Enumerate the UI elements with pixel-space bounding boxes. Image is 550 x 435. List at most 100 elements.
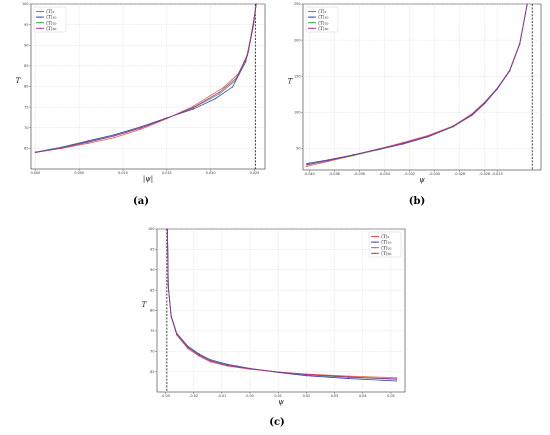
legend-box-a [33, 6, 67, 33]
data-point-b-3 [471, 113, 473, 115]
data-point-b-3 [402, 142, 404, 144]
y-tick-label-a: 90 [24, 43, 28, 47]
data-point-b-3 [352, 154, 354, 156]
data-point-a-0 [192, 105, 194, 107]
data-point-c-0 [348, 375, 350, 377]
caption-a: (a) [133, 196, 149, 207]
data-point-c-3 [170, 315, 172, 317]
data-point-a-3 [218, 91, 220, 93]
y-axis-label-a: T [16, 77, 22, 85]
data-point-c-3 [209, 360, 212, 362]
legend-marker-a-2 [39, 22, 41, 24]
data-point-a-3 [192, 106, 194, 109]
legend-label-c-0: ⟨T⟩₁ [381, 234, 390, 240]
x-tick-label-c: 0.05 [387, 394, 395, 398]
x-tick-label-b: -0.040 [304, 172, 315, 176]
data-point-c-3 [277, 371, 279, 373]
caption-c: (c) [269, 417, 285, 428]
data-point-c-3 [226, 364, 229, 367]
legend-label-c-3: ⟨T⟩₃₀ [381, 251, 391, 257]
legend-label-b-0: ⟨T⟩₁ [318, 9, 327, 15]
legend-box-c [368, 231, 402, 258]
caption-b: (b) [408, 196, 426, 207]
data-point-c-1 [226, 363, 229, 365]
y-tick-label-c: 85 [150, 288, 154, 292]
y-tick-label-a: 65 [24, 147, 28, 151]
data-point-a-3 [252, 25, 254, 27]
data-point-a-1 [192, 108, 194, 110]
y-tick-label-a: 85 [24, 64, 28, 68]
data-point-c-3 [395, 378, 398, 380]
data-point-c-3 [166, 228, 168, 230]
y-tick-label-a: 80 [24, 85, 28, 89]
chart-a-svg: 0.000 0.005 0.010 0.015 0.020 0.025 65 70 75 80 85… [16, 2, 266, 183]
data-point-a-1 [214, 98, 216, 100]
data-point-c-1 [395, 380, 398, 382]
data-point-b-3 [509, 69, 511, 71]
x-tick-label-b: -0.026 [479, 172, 490, 176]
data-point-a-3 [255, 3, 257, 5]
x-tick-label-a: 0.015 [162, 171, 172, 175]
legend-marker-b-0 [311, 10, 313, 13]
data-point-a-0 [140, 128, 142, 130]
legend-label-c-2: ⟨T⟩₂₀ [381, 245, 391, 251]
y-tick-label-b: 150 [294, 74, 300, 78]
legend-label-a-1: ⟨T⟩₁₀ [46, 15, 56, 21]
data-point-a-2 [234, 80, 236, 82]
data-point-a-3 [34, 151, 36, 154]
legend-marker-b-2 [311, 22, 313, 24]
data-point-b-3 [519, 43, 521, 45]
x-tick-label-a: 0.000 [31, 171, 41, 175]
data-point-a-3 [61, 147, 63, 149]
data-point-b-3 [427, 135, 429, 137]
data-point-b-3 [452, 125, 454, 127]
y-tick-label-b: 50 [296, 147, 300, 151]
data-point-a-3 [235, 77, 237, 79]
data-point-a-3 [166, 117, 168, 119]
legend-label-c-1: ⟨T⟩₁₀ [381, 240, 391, 246]
data-point-b-3 [306, 164, 308, 166]
plot-frame-b [302, 3, 542, 171]
data-point-c-0 [187, 348, 189, 350]
x-tick-label-a: 0.005 [74, 171, 84, 175]
y-tick-label-c: 90 [150, 268, 154, 272]
y-tick-label-a: 75 [24, 105, 28, 109]
legend-label-b-3: ⟨T⟩₃₀ [318, 26, 328, 32]
data-point-c-0 [395, 377, 398, 379]
legend-label-a-3: ⟨T⟩₃₀ [46, 26, 56, 32]
series-line-a-3 [35, 3, 257, 153]
x-axis-label-c: ψ [278, 398, 284, 406]
x-tick-label-c: -0.01 [217, 394, 226, 398]
y-axis-label-c: T [142, 301, 148, 309]
y-tick-label-b: 100 [294, 110, 300, 114]
x-axis-label-a: |ψ| [143, 175, 153, 183]
chart-panel-a: 0.000 0.005 0.010 0.015 0.020 0.025 65 70 75 80 85… [5, 0, 270, 190]
data-point-c-3 [348, 376, 350, 378]
data-point-b-3 [377, 148, 379, 150]
data-point-a-1 [140, 126, 142, 128]
x-tick-label-c: -0.03 [161, 394, 170, 398]
x-tick-label-b: -0.038 [329, 172, 340, 176]
y-tick-label-a: 70 [24, 126, 28, 130]
y-tick-label-a: 95 [24, 23, 28, 27]
data-point-a-1 [87, 140, 89, 142]
data-point-b-3 [484, 102, 486, 104]
data-point-a-3 [140, 127, 142, 129]
y-tick-label-b: 200 [294, 38, 300, 42]
legend-label-a-0: ⟨T⟩₁ [46, 9, 55, 15]
data-point-c-1 [305, 375, 307, 377]
legend-marker-b-3 [311, 27, 313, 29]
x-tick-label-b: -0.030 [429, 172, 440, 176]
data-point-c-3 [176, 333, 178, 335]
legend-label-b-1: ⟨T⟩₁₀ [318, 15, 328, 21]
y-tick-label-c: 80 [150, 309, 154, 313]
x-tick-label-b: -0.034 [379, 172, 390, 176]
data-point-c-3 [249, 368, 251, 370]
data-point-a-0 [223, 86, 225, 88]
legend-marker-c-3 [374, 252, 376, 254]
legend-marker-c-0 [374, 235, 376, 238]
x-tick-label-c: 0.00 [246, 394, 254, 398]
x-tick-label-b: -0.025 [492, 172, 503, 176]
legend-marker-b-1 [311, 16, 313, 18]
x-tick-label-a: 0.020 [206, 171, 216, 175]
